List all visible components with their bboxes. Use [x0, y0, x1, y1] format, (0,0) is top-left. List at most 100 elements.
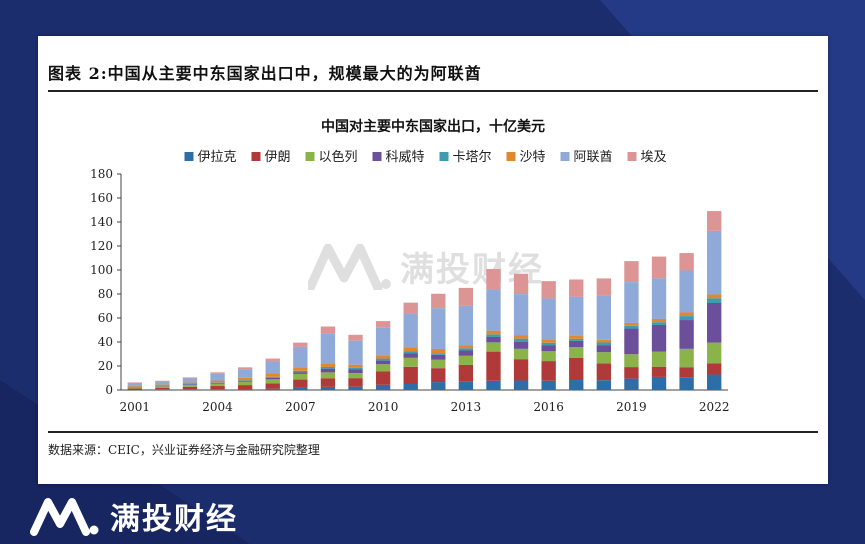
bar-segment: [265, 388, 280, 390]
bar-segment: [624, 325, 639, 329]
bar-segment: [541, 339, 556, 343]
brand-footer: 满投财经: [30, 494, 238, 538]
bar-segment: [348, 334, 363, 341]
bar-segment: [265, 377, 280, 380]
bar-segment: [679, 253, 694, 271]
bar-segment: [541, 380, 556, 390]
legend-swatch: [372, 152, 382, 161]
bar-segment: [293, 387, 308, 390]
bar-segment: [293, 372, 308, 374]
bar-segment: [237, 367, 253, 370]
figure-title: 图表 2:中国从主要中东国家出口中，规模最大的为阿联酋: [48, 60, 818, 92]
bar-segment: [155, 384, 170, 386]
bar-segment: [403, 351, 418, 354]
bar-segment: [541, 281, 556, 299]
bar-segment: [596, 342, 612, 346]
bar-segment: [375, 371, 391, 385]
bar-segment: [679, 316, 694, 321]
bar-segment: [624, 282, 639, 323]
bar-segment: [569, 296, 584, 336]
bar-segment: [431, 348, 446, 354]
legend-label: 伊拉克: [198, 150, 237, 165]
bar-segment: [348, 386, 363, 390]
bar-segment: [127, 385, 142, 387]
bar-segment: [707, 211, 722, 231]
bar-segment: [265, 358, 280, 362]
legend-swatch: [184, 152, 194, 161]
bar-segment: [513, 338, 529, 342]
bar-segment: [210, 389, 225, 390]
bar-segment: [431, 308, 446, 349]
bar-segment: [348, 364, 363, 368]
bar-segment: [486, 334, 501, 337]
bar-segment: [624, 367, 639, 379]
bar-segment: [679, 377, 694, 390]
bar-segment: [486, 330, 501, 335]
legend-label: 埃及: [641, 150, 667, 165]
bar-segment: [707, 374, 722, 390]
bar-segment: [182, 378, 198, 383]
x-tick-label: 2001: [120, 400, 151, 414]
y-tick-label: 180: [90, 167, 113, 181]
bar-segment: [541, 351, 556, 362]
bar-segment: [569, 380, 584, 390]
bar-segment: [541, 298, 556, 340]
bar-segment: [182, 382, 198, 384]
bar-segment: [210, 372, 225, 374]
bar-segment: [679, 320, 694, 349]
bar-segment: [403, 313, 418, 348]
bar-segment: [320, 326, 336, 334]
bar-segment: [486, 380, 501, 390]
bar-segment: [541, 345, 556, 352]
bar-segment: [596, 339, 612, 343]
bar-segment: [651, 366, 667, 377]
legend-swatch: [251, 152, 261, 161]
bar-segment: [265, 361, 280, 374]
x-tick-label: 2010: [368, 400, 399, 414]
y-tick-label: 0: [105, 383, 113, 397]
x-tick-label: 2004: [202, 400, 233, 414]
bar-segment: [375, 355, 391, 359]
figure-card: 图表 2:中国从主要中东国家出口中，规模最大的为阿联酋 中国对主要中东国家出口，…: [38, 36, 828, 484]
mt-logo-icon: [30, 498, 99, 536]
legend-label: 沙特: [520, 150, 546, 165]
bar-segment: [182, 377, 198, 379]
bar-segment: [210, 386, 225, 390]
x-tick-label: 2013: [451, 400, 482, 414]
bar-segment: [293, 342, 308, 347]
bar-segment: [127, 387, 142, 389]
bar-segment: [513, 359, 529, 381]
bar-segment: [155, 389, 170, 390]
bar-segment: [651, 318, 667, 323]
bar-segment: [513, 294, 529, 336]
legend-swatch: [305, 152, 315, 161]
y-tick-label: 140: [90, 215, 113, 229]
bar-segment: [293, 379, 308, 388]
bar-segment: [624, 328, 639, 355]
bar-segment: [651, 256, 667, 279]
bar-segment: [403, 366, 418, 384]
bar-segment: [486, 342, 501, 352]
legend-label: 阿联酋: [574, 149, 613, 165]
bar-segment: [348, 378, 363, 387]
bar-segment: [348, 373, 363, 379]
bar-segment: [403, 353, 418, 358]
bar-segment: [707, 230, 722, 295]
bar-segment: [431, 382, 446, 390]
legend-label: 以色列: [319, 149, 358, 165]
legend-label: 科威特: [386, 150, 425, 165]
bar-segment: [486, 289, 501, 331]
x-tick-label: 2022: [699, 400, 730, 414]
bar-segment: [375, 384, 391, 390]
bar-segment: [486, 269, 501, 290]
bar-segment: [486, 351, 501, 381]
bar-segment: [127, 382, 142, 384]
legend-swatch: [560, 152, 570, 161]
bar-segment: [541, 361, 556, 381]
x-tick-label: 2016: [533, 400, 564, 414]
bar-segment: [651, 278, 667, 319]
brand-name: 满投财经: [110, 502, 238, 537]
bar-segment: [237, 369, 253, 378]
bar-segment: [320, 372, 336, 379]
bar-segment: [541, 342, 556, 346]
